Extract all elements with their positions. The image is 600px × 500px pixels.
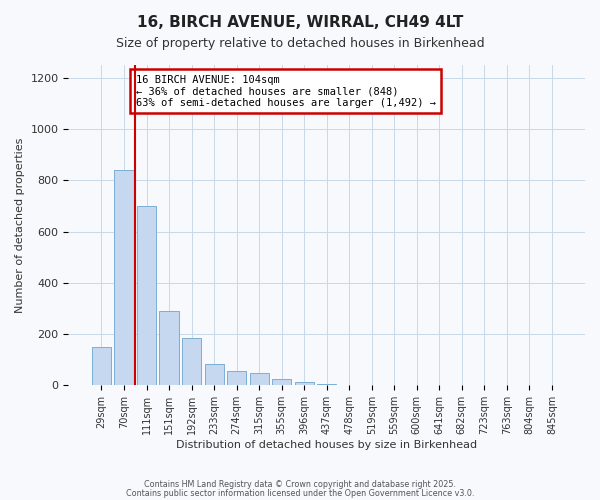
X-axis label: Distribution of detached houses by size in Birkenhead: Distribution of detached houses by size …	[176, 440, 477, 450]
Text: Size of property relative to detached houses in Birkenhead: Size of property relative to detached ho…	[116, 38, 484, 51]
Bar	[182, 338, 201, 386]
Y-axis label: Number of detached properties: Number of detached properties	[15, 138, 25, 313]
Bar	[272, 379, 291, 386]
Bar	[160, 311, 179, 386]
Text: Contains public sector information licensed under the Open Government Licence v3: Contains public sector information licen…	[126, 490, 474, 498]
Bar	[92, 347, 111, 386]
Bar	[137, 206, 156, 386]
Bar	[115, 170, 134, 386]
Bar	[317, 384, 336, 386]
Text: 16 BIRCH AVENUE: 104sqm
← 36% of detached houses are smaller (848)
63% of semi-d: 16 BIRCH AVENUE: 104sqm ← 36% of detache…	[136, 74, 436, 108]
Text: Contains HM Land Registry data © Crown copyright and database right 2025.: Contains HM Land Registry data © Crown c…	[144, 480, 456, 489]
Bar	[227, 370, 246, 386]
Text: 16, BIRCH AVENUE, WIRRAL, CH49 4LT: 16, BIRCH AVENUE, WIRRAL, CH49 4LT	[137, 15, 463, 30]
Bar	[295, 382, 314, 386]
Bar	[205, 364, 224, 386]
Bar	[430, 385, 449, 386]
Bar	[250, 374, 269, 386]
